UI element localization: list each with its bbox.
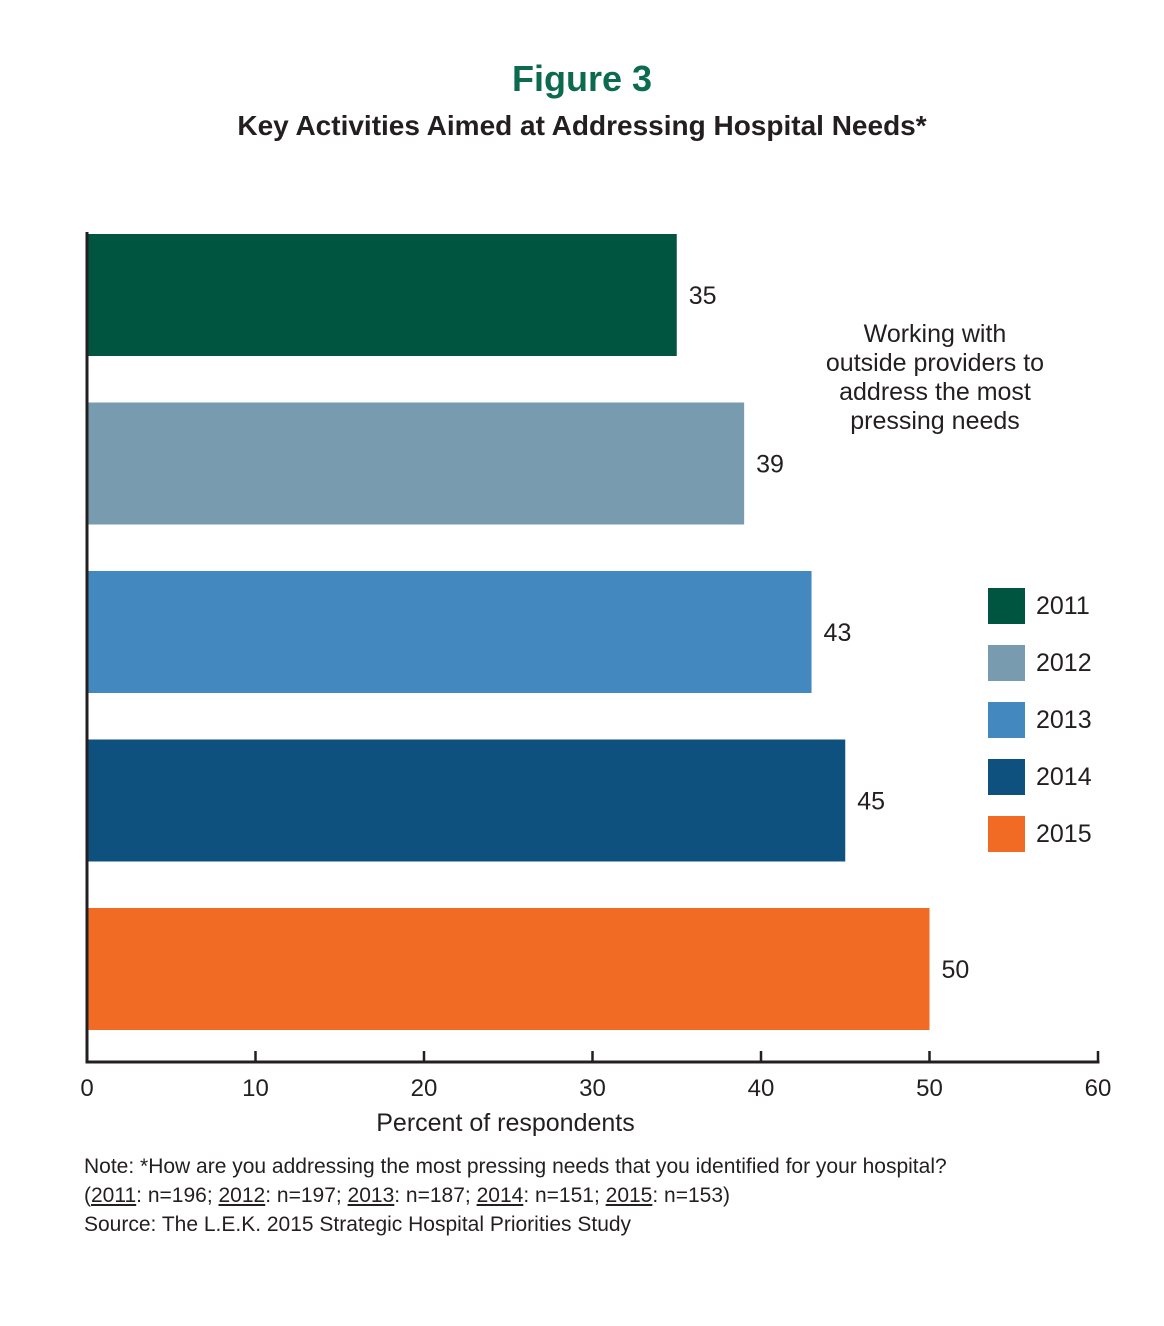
legend-swatch-2014 [988, 759, 1025, 795]
sample-year-2013: 2013 [347, 1184, 395, 1207]
legend: 2011 2012 2013 2014 2015 [988, 588, 1092, 873]
legend-label-2011: 2011 [1036, 591, 1090, 620]
x-tick-label-0: 0 [80, 1075, 93, 1102]
x-tick-label-50: 50 [916, 1075, 943, 1102]
footnote-question: Note: *How are you addressing the most p… [84, 1155, 947, 1178]
sample-year-2014: 2014 [476, 1184, 524, 1207]
data-label-2015: 50 [942, 956, 970, 984]
chart-title: Key Activities Aimed at Addressing Hospi… [237, 110, 927, 141]
sample-n-2013: : n=187 [394, 1184, 465, 1207]
legend-swatch-2015 [988, 816, 1025, 852]
x-tick-label-60: 60 [1085, 1075, 1112, 1102]
bar-2012 [87, 402, 745, 525]
legend-label-2013: 2013 [1036, 705, 1092, 734]
data-label-2014: 45 [857, 788, 885, 816]
figure-label: Figure 3 [511, 58, 653, 99]
legend-label-2014: 2014 [1036, 762, 1092, 791]
x-axis-label: Percent of respondents [376, 1109, 635, 1137]
annotation-line-3: address the most [839, 378, 1031, 406]
axes-group: 0 10 20 30 40 50 60 Percent of respondents [80, 232, 1111, 1137]
bars-group: 35 39 43 45 50 [87, 234, 969, 1030]
footnote-source: Source: The L.E.K. 2015 Strategic Hospit… [84, 1213, 632, 1236]
sample-year-2011: 2011 [91, 1184, 137, 1207]
legend-label-2012: 2012 [1036, 648, 1092, 677]
legend-swatch-2012 [988, 645, 1025, 681]
legend-swatch-2013 [988, 702, 1025, 738]
legend-item-2013: 2013 [988, 702, 1092, 738]
x-tick-label-10: 10 [242, 1075, 269, 1102]
sample-n-2014: : n=151 [523, 1184, 594, 1207]
data-label-2013: 43 [824, 619, 852, 647]
annotation-line-4: pressing needs [850, 407, 1020, 435]
footnote: Note: *How are you addressing the most p… [84, 1152, 947, 1239]
legend-label-2015: 2015 [1036, 819, 1092, 848]
x-tick-label-40: 40 [748, 1075, 775, 1102]
legend-item-2012: 2012 [988, 645, 1092, 681]
bar-2015 [87, 908, 930, 1030]
x-tick-label-20: 20 [411, 1075, 438, 1102]
bar-2013 [87, 571, 812, 693]
legend-item-2011: 2011 [988, 588, 1092, 624]
sample-n-2011: : n=196 [136, 1184, 207, 1207]
annotation-line-1: Working with [863, 320, 1007, 348]
bar-2014 [87, 739, 846, 862]
sample-n-2012: : n=197 [265, 1184, 336, 1207]
legend-item-2014: 2014 [988, 759, 1092, 795]
footnote-samples: (2011: n=196; 2012: n=197; 2013: n=187; … [84, 1184, 731, 1207]
x-tick-label-30: 30 [579, 1075, 606, 1102]
sample-year-2012: 2012 [218, 1184, 266, 1207]
category-annotation: Working with outside providers to addres… [790, 320, 1080, 436]
sample-n-2015: : n=153 [652, 1184, 724, 1207]
data-label-2011: 35 [689, 282, 717, 310]
bar-2011 [87, 234, 677, 356]
legend-item-2015: 2015 [988, 816, 1092, 852]
legend-swatch-2011 [988, 588, 1025, 624]
sample-year-2015: 2015 [605, 1184, 653, 1207]
annotation-line-2: outside providers to [825, 349, 1045, 377]
data-label-2012: 39 [756, 451, 784, 479]
